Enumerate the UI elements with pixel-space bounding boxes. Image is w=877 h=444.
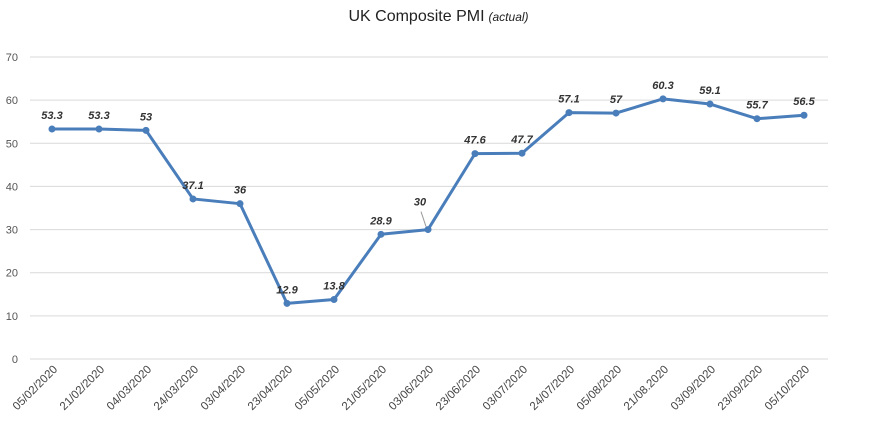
data-point xyxy=(142,126,150,134)
data-point xyxy=(518,149,526,157)
data-label: 30 xyxy=(414,197,427,209)
x-tick-label: 04/03/2020 xyxy=(105,364,154,413)
chart-subtitle: (actual) xyxy=(488,10,529,24)
data-point xyxy=(565,109,573,117)
y-tick-label: 50 xyxy=(6,138,18,150)
x-tick-label: 05/02/2020 xyxy=(11,364,60,413)
x-tick-label: 23/04/2020 xyxy=(246,364,295,413)
x-tick-label: 05/10/2020 xyxy=(763,364,812,413)
data-point xyxy=(95,125,103,133)
chart-title: UK Composite PMI xyxy=(348,8,485,25)
data-label: 53 xyxy=(140,111,152,123)
y-tick-label: 20 xyxy=(6,268,18,280)
data-point xyxy=(424,226,432,234)
data-point xyxy=(377,230,385,238)
data-label: 12.9 xyxy=(276,284,298,296)
data-label: 60.3 xyxy=(652,80,673,92)
x-tick-label: 03/07/2020 xyxy=(481,364,530,413)
data-label: 53.3 xyxy=(88,110,109,122)
data-label: 57.1 xyxy=(558,94,579,106)
label-leader-line xyxy=(420,211,427,227)
x-tick-label: 03/06/2020 xyxy=(387,364,436,413)
data-point xyxy=(189,195,197,203)
data-labels: 53.3 53.3 53 37.1 36 12.9 13.8 28.9 30 47.6 47.7 57… xyxy=(41,80,815,296)
y-tick-label: 10 xyxy=(6,311,18,323)
data-label: 13.8 xyxy=(323,280,345,292)
gridlines xyxy=(30,56,828,360)
data-point xyxy=(330,295,338,303)
y-tick-label: 70 xyxy=(6,52,18,64)
y-axis-ticks: 0 10 20 30 40 50 60 70 xyxy=(6,52,18,366)
x-tick-label: 21/05/2020 xyxy=(340,364,389,413)
x-tick-label: 05/05/2020 xyxy=(293,364,342,413)
y-tick-label: 40 xyxy=(6,181,18,193)
x-axis-ticks: 05/02/202021/02/202004/03/202024/03/2020… xyxy=(11,364,812,413)
data-label: 53.3 xyxy=(41,110,62,122)
y-tick-label: 0 xyxy=(12,354,18,366)
data-point xyxy=(659,95,667,103)
data-label: 56.5 xyxy=(793,96,815,108)
x-tick-label: 23/09/2020 xyxy=(716,364,765,413)
x-tick-label: 05/08/2020 xyxy=(575,364,624,413)
data-point xyxy=(236,200,244,208)
data-label: 37.1 xyxy=(182,180,203,192)
y-tick-label: 30 xyxy=(6,225,18,237)
x-tick-label: 21/02/2020 xyxy=(58,364,107,413)
data-points xyxy=(48,95,808,307)
x-tick-label: 03/04/2020 xyxy=(199,364,248,413)
data-point xyxy=(612,109,620,117)
data-label: 47.6 xyxy=(463,135,486,147)
x-tick-label: 03/09/2020 xyxy=(669,364,718,413)
data-label: 55.7 xyxy=(746,100,768,112)
data-point xyxy=(471,150,479,158)
data-label: 47.7 xyxy=(510,134,533,146)
x-tick-label: 23/06/2020 xyxy=(434,364,483,413)
data-point xyxy=(800,111,808,119)
data-point xyxy=(283,299,291,307)
y-tick-label: 60 xyxy=(6,95,18,107)
x-tick-label: 24/07/2020 xyxy=(528,364,577,413)
data-point xyxy=(706,100,714,108)
data-label: 36 xyxy=(234,185,247,197)
data-label: 59.1 xyxy=(699,85,720,97)
data-label: 28.9 xyxy=(369,215,392,227)
chart-title-block: UK Composite PMI (actual) xyxy=(0,8,877,26)
x-tick-label: 21/08.2020 xyxy=(622,364,671,413)
data-label: 57 xyxy=(610,94,623,106)
x-tick-label: 24/03/2020 xyxy=(152,364,201,413)
data-point xyxy=(48,125,56,133)
data-point xyxy=(753,115,761,123)
